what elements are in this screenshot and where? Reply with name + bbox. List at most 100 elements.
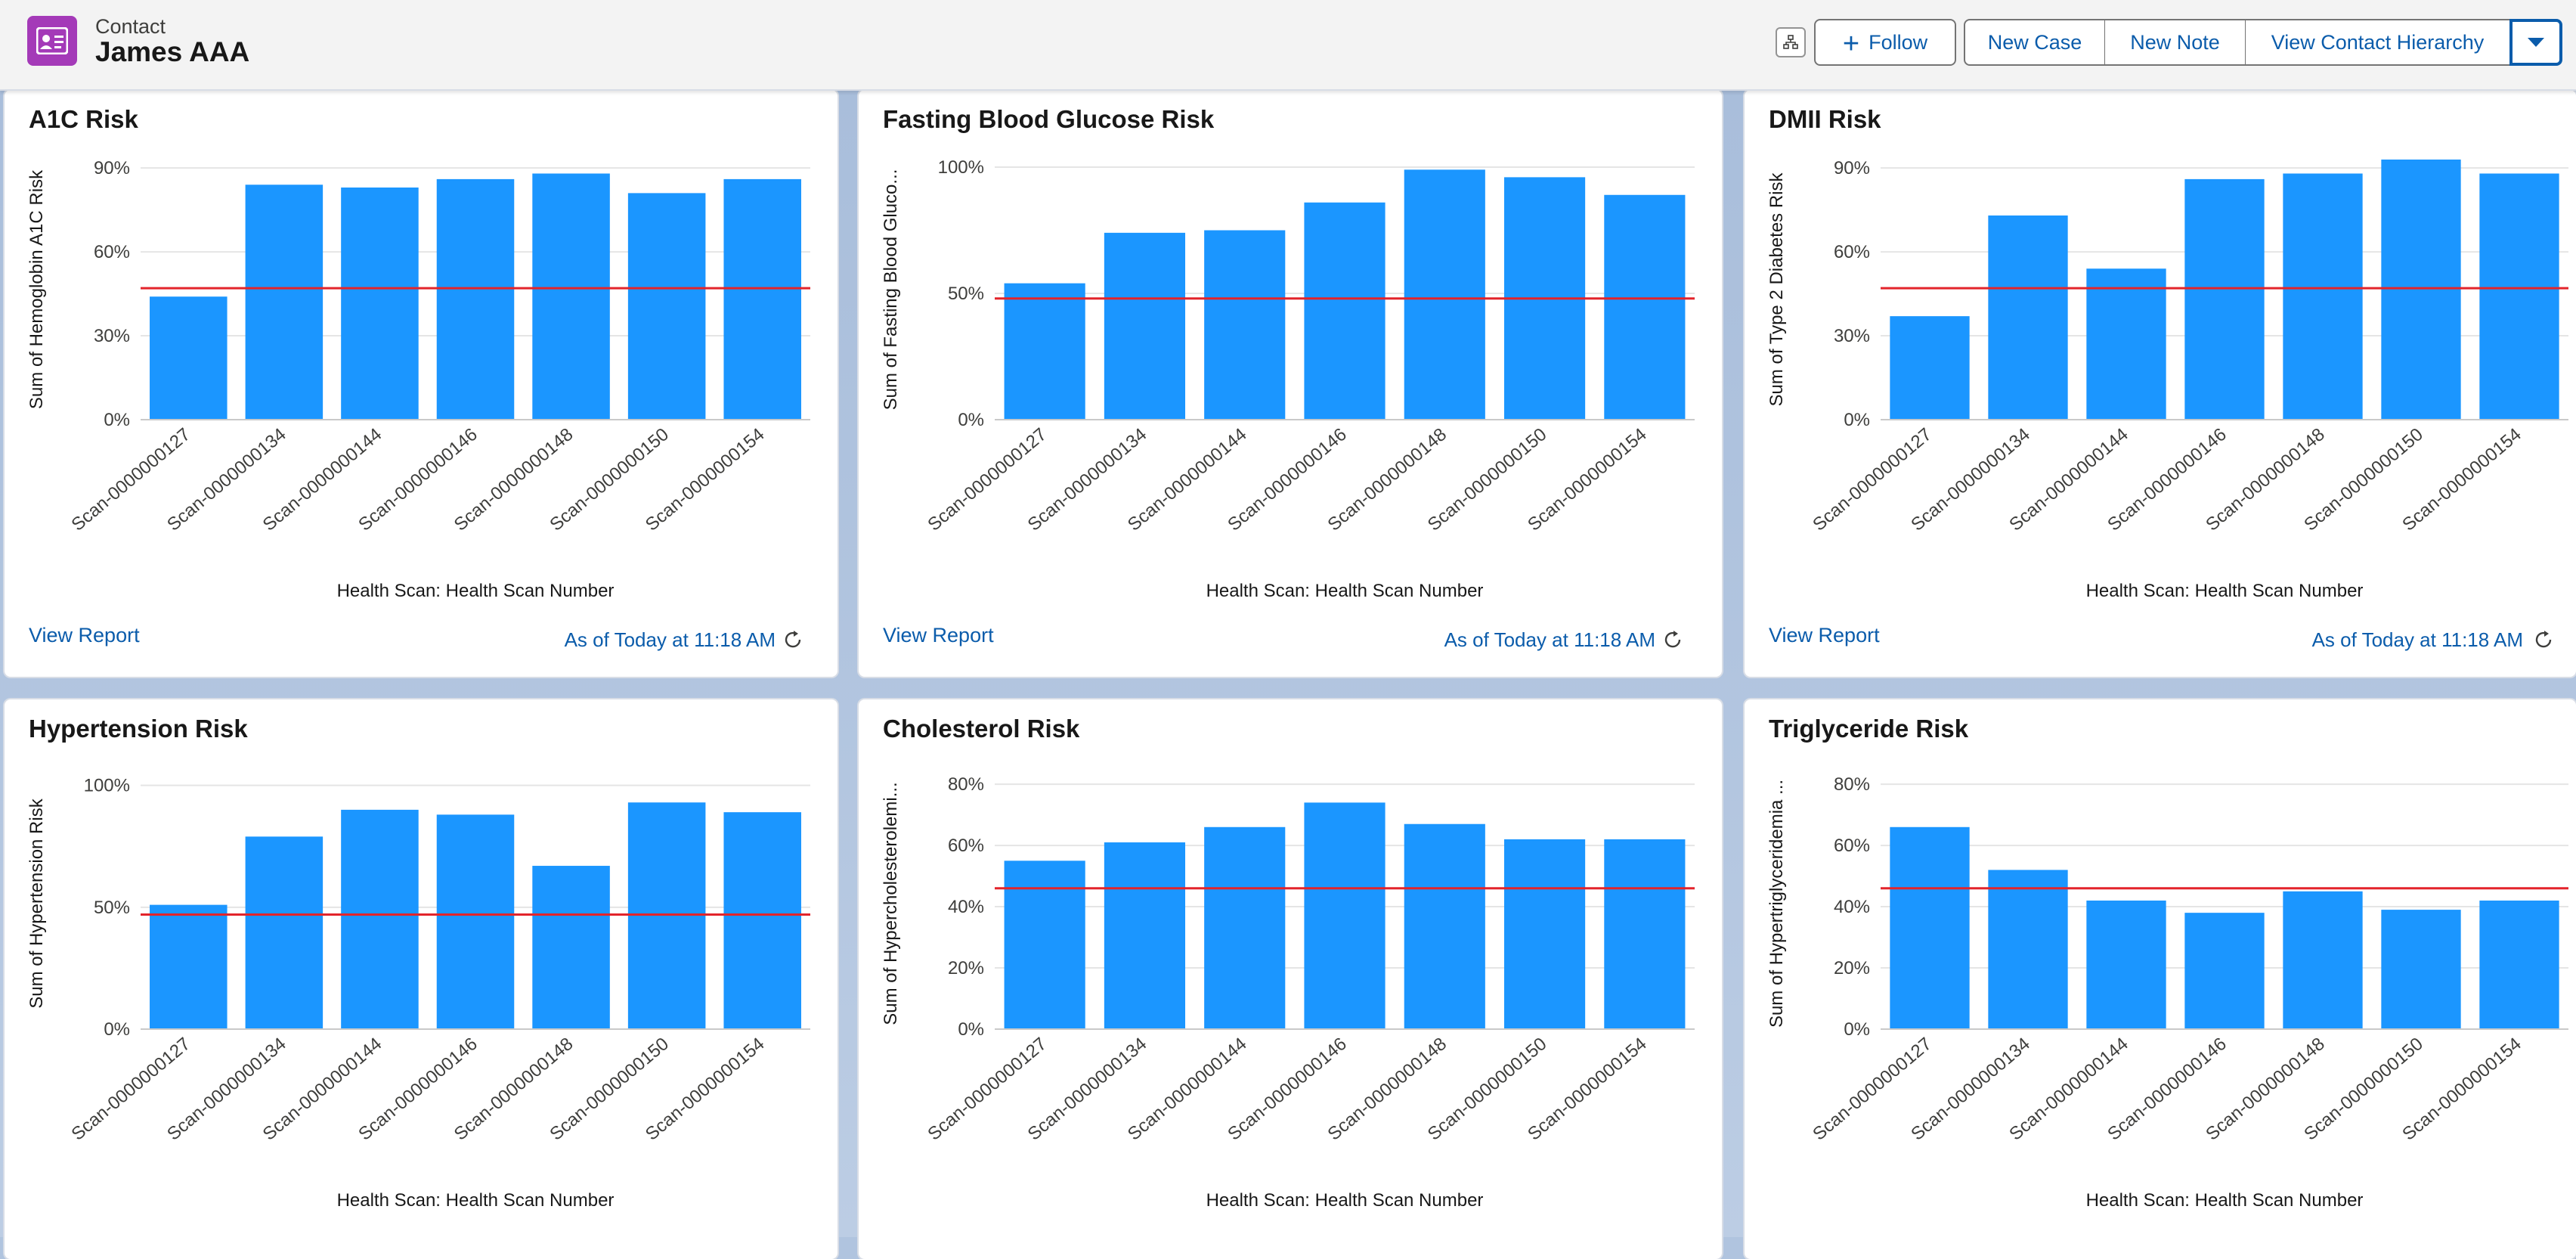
bar <box>1890 316 1970 420</box>
bar-chart: 0%20%40%60%80%Scan-0000000127Scan-000000… <box>1766 774 2568 1211</box>
y-tick-label: 60% <box>1834 836 1870 856</box>
bar <box>1204 230 1286 420</box>
view-report-link[interactable]: View Report <box>1769 624 1880 647</box>
bar <box>150 296 228 420</box>
bar <box>2184 178 2265 420</box>
y-tick-label: 60% <box>1834 242 1870 262</box>
y-axis-title: Sum of Hypertension Risk <box>26 798 47 1008</box>
card-title: DMII Risk <box>1769 105 1881 133</box>
bar <box>1404 823 1485 1029</box>
bar <box>627 193 706 420</box>
plus-icon: + <box>1842 28 1860 60</box>
y-tick-label: 30% <box>94 326 130 346</box>
report-chart-card: A1C Risk 0% 30% 60% 90% Scan-0000000127 Scan-… <box>5 90 838 677</box>
report-chart-card: Cholesterol Risk 0% 20% 40% 60% 80% Scan-0000… <box>859 699 1722 1259</box>
bar <box>2086 268 2166 420</box>
bar <box>1404 169 1485 420</box>
bar <box>1104 842 1186 1029</box>
bar <box>150 904 228 1029</box>
bar <box>436 178 515 420</box>
as-of-timestamp: As of Today at 11:18 AM <box>564 628 776 651</box>
y-tick-label: 30% <box>1834 326 1870 346</box>
view-contact-hierarchy-button[interactable]: View Contact Hierarchy <box>2245 19 2511 66</box>
bar <box>723 812 801 1029</box>
y-axis-title: Sum of Type 2 Diabetes Risk <box>1766 172 1787 406</box>
bar <box>436 814 515 1029</box>
bar <box>1004 283 1085 420</box>
bar <box>341 809 419 1029</box>
object-label: Contact <box>95 15 166 38</box>
bar <box>1988 215 2068 420</box>
y-tick-label: 60% <box>948 836 984 856</box>
y-tick-label: 40% <box>1834 897 1870 917</box>
bar <box>1104 232 1186 420</box>
x-axis-title: Health Scan: Health Scan Number <box>1206 1190 1484 1211</box>
follow-label: Follow <box>1869 31 1928 54</box>
view-report-link[interactable]: View Report <box>29 624 140 647</box>
bar-chart: 0%20%40%60%80%Scan-0000000127Scan-000000… <box>881 774 1695 1211</box>
y-tick-label: 80% <box>948 774 984 795</box>
y-tick-label: 80% <box>1834 774 1870 795</box>
y-tick-label: 40% <box>948 897 984 917</box>
y-tick-label: 60% <box>94 242 130 262</box>
bar <box>1204 826 1286 1029</box>
contact-card-icon <box>27 16 77 66</box>
y-axis-title: Sum of Hemoglobin A1C Risk <box>26 169 47 409</box>
new-note-button[interactable]: New Note <box>2104 19 2246 66</box>
bar <box>341 187 419 420</box>
as-of-timestamp: As of Today at 11:18 AM <box>1444 628 1655 651</box>
bar-chart: 0%30%60%90%Scan-0000000127Scan-000000013… <box>26 158 810 601</box>
bar <box>2381 160 2461 420</box>
refresh-icon[interactable] <box>782 628 804 651</box>
card-title: A1C Risk <box>29 105 138 133</box>
x-axis-title: Health Scan: Health Scan Number <box>2086 581 2364 601</box>
bar-chart: 0%50%100%Scan-0000000127Scan-0000000134S… <box>881 157 1695 601</box>
y-tick-label: 90% <box>1834 158 1870 178</box>
x-axis-title: Health Scan: Health Scan Number <box>1206 581 1484 601</box>
bar <box>1503 839 1586 1029</box>
y-tick-label: 20% <box>1834 958 1870 978</box>
follow-button[interactable]: + Follow <box>1814 19 1956 66</box>
x-axis-title: Health Scan: Health Scan Number <box>337 581 615 601</box>
more-actions-button[interactable] <box>2509 19 2562 66</box>
card-title: Triglyceride Risk <box>1769 715 1969 743</box>
refresh-icon[interactable] <box>1661 628 1684 651</box>
report-chart-card: Fasting Blood Glucose Risk 0% 50% 100% Scan… <box>859 90 1722 677</box>
bar <box>245 185 324 420</box>
y-tick-label: 100% <box>84 776 130 796</box>
bar-chart: 0%50%100%Scan-0000000127Scan-0000000134S… <box>26 776 810 1211</box>
bar <box>723 178 801 420</box>
view-report-link[interactable]: View Report <box>883 624 994 647</box>
record-name: James AAA <box>95 36 250 67</box>
hierarchy-icon[interactable] <box>1776 27 1806 57</box>
bar <box>2381 910 2461 1029</box>
y-tick-label: 0% <box>958 410 984 430</box>
bar <box>1890 826 1970 1029</box>
y-axis-title: Sum of Hypertriglyceridemia ... <box>1766 780 1787 1028</box>
y-tick-label: 0% <box>104 410 130 430</box>
y-tick-label: 50% <box>948 284 984 304</box>
record-header: Contact James AAA + Follow New Case New N… <box>0 0 2576 91</box>
bar <box>627 802 706 1029</box>
y-axis-title: Sum of Fasting Blood Gluco... <box>881 169 901 411</box>
y-tick-label: 100% <box>938 157 984 178</box>
card-title: Hypertension Risk <box>29 715 248 743</box>
card-title: Cholesterol Risk <box>883 715 1080 743</box>
new-case-button[interactable]: New Case <box>1964 19 2106 66</box>
report-chart-card: Hypertension Risk 0% 50% 100% Scan-00000001… <box>5 699 838 1259</box>
report-chart-card: DMII Risk 0% 30% 60% 90% Scan-0000000127 Scan… <box>1745 90 2576 677</box>
x-axis-title: Health Scan: Health Scan Number <box>337 1190 615 1211</box>
bar <box>532 173 610 420</box>
y-tick-label: 0% <box>104 1019 130 1040</box>
bar <box>2283 891 2363 1029</box>
refresh-icon[interactable] <box>2532 628 2555 651</box>
bar <box>2479 173 2559 420</box>
bar-chart: 0%30%60%90%Scan-0000000127Scan-000000013… <box>1766 158 2568 601</box>
bar <box>1304 802 1386 1029</box>
x-axis-title: Health Scan: Health Scan Number <box>2086 1190 2364 1211</box>
y-tick-label: 0% <box>1844 410 1870 430</box>
bar <box>245 836 324 1029</box>
y-tick-label: 90% <box>94 158 130 178</box>
y-tick-label: 20% <box>948 958 984 978</box>
card-title: Fasting Blood Glucose Risk <box>883 105 1215 133</box>
